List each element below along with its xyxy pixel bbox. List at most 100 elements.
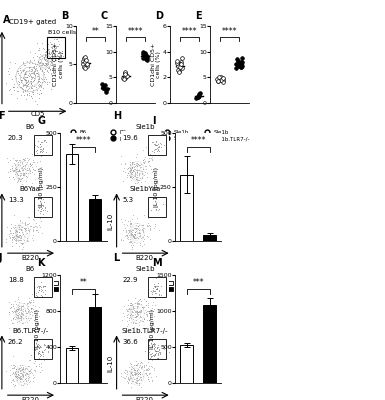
Point xyxy=(20,303,26,309)
Point xyxy=(17,162,23,168)
Point xyxy=(47,54,53,60)
Point xyxy=(149,376,155,383)
Point xyxy=(45,348,51,354)
Point xyxy=(13,169,19,176)
Point xyxy=(119,219,126,225)
Point xyxy=(38,146,44,152)
Point xyxy=(49,57,55,63)
Point xyxy=(22,162,28,169)
Point xyxy=(155,348,161,354)
Point xyxy=(149,299,156,306)
Point xyxy=(14,227,20,234)
Point xyxy=(43,58,49,64)
Point xyxy=(49,48,55,54)
Point xyxy=(19,376,25,382)
Point xyxy=(126,316,132,323)
Point xyxy=(17,313,23,320)
Point xyxy=(239,59,245,65)
Point xyxy=(44,67,50,73)
Point xyxy=(24,164,30,171)
Point xyxy=(7,304,13,311)
Point xyxy=(138,161,144,167)
Point xyxy=(31,67,37,74)
Text: D: D xyxy=(155,11,163,21)
Point xyxy=(20,166,26,173)
Point xyxy=(137,235,144,241)
Point xyxy=(32,66,38,73)
Title: Sle1b: Sle1b xyxy=(135,266,155,272)
Point xyxy=(14,84,20,90)
Point xyxy=(166,349,172,355)
Point xyxy=(31,170,37,177)
Point xyxy=(122,233,128,240)
Point xyxy=(134,162,140,168)
Point xyxy=(124,232,130,238)
Point xyxy=(18,226,24,232)
Point xyxy=(9,164,15,171)
Point xyxy=(35,71,42,77)
Point xyxy=(136,380,142,387)
Point xyxy=(24,78,30,85)
Point xyxy=(26,228,32,234)
Point xyxy=(17,67,23,74)
Legend: Sle1b, Sle1bYaa: Sle1b, Sle1bYaa xyxy=(162,281,199,292)
Point xyxy=(22,170,28,176)
Point xyxy=(135,230,141,236)
Point xyxy=(144,222,150,228)
Point xyxy=(19,181,25,187)
Point xyxy=(15,221,21,228)
Point xyxy=(22,70,28,76)
Title: B6: B6 xyxy=(25,124,35,130)
Point xyxy=(134,376,140,383)
Point xyxy=(84,61,90,68)
Point xyxy=(15,307,21,313)
Point xyxy=(13,368,19,374)
Point xyxy=(9,242,15,249)
Point xyxy=(179,55,185,61)
Point xyxy=(22,366,28,372)
Point xyxy=(18,76,24,83)
Point xyxy=(27,300,33,307)
Point xyxy=(136,170,142,176)
Point xyxy=(130,212,136,218)
Point xyxy=(136,297,142,303)
Point xyxy=(150,287,156,293)
Point xyxy=(12,60,18,66)
Point xyxy=(23,96,29,102)
Point xyxy=(122,73,129,80)
Point xyxy=(125,165,131,171)
Point xyxy=(129,165,135,172)
Point xyxy=(127,171,134,177)
Point xyxy=(147,226,153,232)
Point xyxy=(134,225,141,232)
Point xyxy=(24,158,30,165)
Point xyxy=(40,145,46,151)
Point xyxy=(16,71,22,78)
Point xyxy=(152,340,158,347)
Point xyxy=(42,290,48,297)
Point xyxy=(155,350,161,357)
Point xyxy=(103,88,109,95)
Point xyxy=(143,298,149,304)
Point xyxy=(126,227,132,234)
Point xyxy=(35,350,42,356)
Point xyxy=(147,150,153,157)
Point xyxy=(128,220,134,226)
Point xyxy=(145,158,151,164)
Point xyxy=(136,227,142,234)
Point xyxy=(20,169,26,176)
Point xyxy=(25,72,31,78)
Point xyxy=(236,62,242,69)
Point xyxy=(155,344,161,350)
Point xyxy=(17,362,23,368)
Point xyxy=(7,168,13,174)
Point xyxy=(37,141,43,148)
Point xyxy=(41,283,47,290)
Point xyxy=(130,318,136,325)
Point xyxy=(138,383,144,390)
Point xyxy=(139,226,145,233)
Point xyxy=(20,320,27,326)
Point xyxy=(141,362,147,368)
Point xyxy=(20,369,26,376)
Point xyxy=(151,281,157,288)
